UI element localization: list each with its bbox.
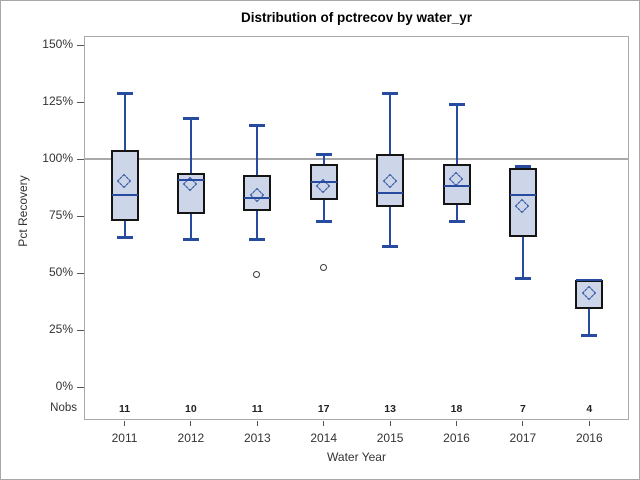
x-axis-tick [456,421,457,426]
x-axis-tick [190,421,192,426]
x-axis-tick-label: 2016 [575,431,603,445]
y-axis-title: Pct Recovery [16,175,30,247]
y-axis-tick-label: 100% [42,151,73,165]
x-axis-tick-label: 2012 [177,431,205,445]
box-iqr [508,168,537,237]
nobs-value: 18 [450,403,463,415]
whisker-cap-bottom [116,235,133,239]
whisker-cap-top [382,91,399,95]
median-line [177,178,204,181]
nobs-value: 4 [586,403,593,415]
whisker-cap-top [514,164,531,168]
x-axis-tick-label: 2014 [310,431,338,445]
median-line [377,192,404,195]
y-axis-tick [77,45,84,46]
nobs-value: 7 [519,403,526,415]
whisker-cap-top [182,116,199,120]
y-axis-tick-label: 150% [42,37,73,51]
x-axis-tick [389,421,391,426]
x-axis-tick [323,421,325,426]
x-axis-tick [522,421,524,426]
nobs-value: 11 [118,403,131,415]
nobs-row-label: Nobs [50,402,77,414]
whisker-cap-top [315,153,332,157]
y-axis-tick [77,216,84,217]
whisker-cap-bottom [514,276,531,280]
y-axis-tick-label: 0% [55,379,73,393]
y-axis-tick [77,159,84,160]
whisker-cap-bottom [249,237,266,241]
median-line [310,180,337,183]
box-iqr [110,149,139,221]
whisker-cap-bottom [182,237,199,241]
box-iqr [442,163,471,205]
x-axis-tick [588,421,590,426]
whisker-cap-top [116,91,133,95]
x-axis-tick-label: 2015 [376,431,404,445]
nobs-value: 11 [251,403,263,415]
y-axis-tick-label: 25% [48,322,73,336]
nobs-value: 13 [384,403,396,415]
x-axis-tick-label: 2011 [111,431,138,445]
median-line [576,278,603,281]
x-axis-tick [256,421,258,426]
box-iqr [376,154,405,207]
x-axis-tick-label: 2016 [443,431,470,445]
plot-area [84,36,629,420]
x-axis-tick [124,421,125,426]
median-line [509,194,536,197]
x-axis-title: Water Year [327,450,386,464]
reference-line-100pct [85,158,628,160]
box-iqr [243,174,272,212]
y-axis-tick-label: 50% [48,265,73,279]
y-axis-tick-label: 125% [42,94,73,108]
y-axis-tick-label: 75% [48,208,73,222]
whisker-cap-bottom [581,333,598,337]
y-axis-tick [77,102,84,103]
outlier-point [319,264,327,272]
nobs-value: 10 [185,403,197,415]
median-line [443,185,470,188]
nobs-value: 17 [317,403,330,415]
outlier-point [253,271,261,279]
whisker-cap-bottom [382,244,399,248]
median-line [244,196,271,199]
x-axis-tick-label: 2017 [509,431,537,445]
whisker-cap-bottom [448,219,465,223]
whisker-line [455,104,458,221]
x-axis-tick-label: 2013 [243,431,271,445]
whisker-cap-top [448,103,465,107]
whisker-cap-top [249,123,266,127]
y-axis-tick [77,273,84,274]
y-axis-tick [77,330,84,331]
chart-title: Distribution of pctrecov by water_yr [240,10,473,25]
median-line [111,194,138,197]
y-axis-tick [77,387,84,388]
whisker-cap-bottom [315,219,332,223]
